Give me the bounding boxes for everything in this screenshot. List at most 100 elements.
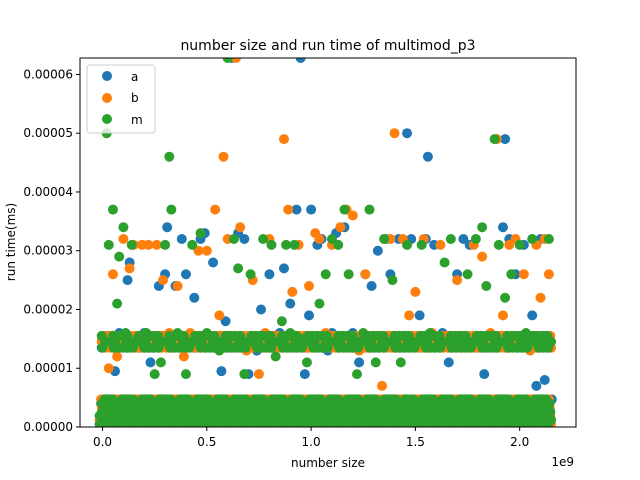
data-point-a: [256, 304, 267, 315]
data-point-a: [145, 357, 156, 368]
data-point-m: [266, 239, 277, 250]
data-point-b: [107, 269, 118, 280]
chart-title: number size and run time of multimod_p3: [180, 38, 475, 54]
data-point-a: [264, 269, 275, 280]
data-point-m: [506, 269, 517, 280]
data-point-b: [210, 204, 221, 215]
data-point-b: [214, 310, 225, 321]
data-point-m: [120, 327, 131, 338]
data-point-a: [291, 204, 302, 215]
data-point-m: [314, 298, 325, 309]
cluster-point-m: [153, 330, 164, 341]
data-point-b: [278, 134, 289, 145]
data-point-m: [339, 204, 350, 215]
data-point-b: [172, 280, 183, 291]
data-point-m: [343, 269, 354, 280]
data-point-m: [195, 228, 206, 239]
data-point-m: [141, 327, 152, 338]
data-point-a: [414, 310, 425, 321]
data-point-m: [470, 233, 481, 244]
data-point-b: [231, 58, 242, 63]
data-point-m: [514, 239, 525, 250]
data-point-m: [166, 204, 177, 215]
data-point-b: [201, 245, 212, 256]
data-point-a: [304, 310, 315, 321]
cluster-point-m: [321, 330, 332, 341]
x-tick-label: 2.0: [510, 435, 529, 449]
legend-label-a: a: [131, 70, 138, 84]
data-point-b: [452, 275, 463, 286]
y-tick-label: 0.00000: [23, 420, 73, 434]
data-point-m: [395, 357, 406, 368]
data-point-m: [208, 333, 219, 344]
data-point-m: [285, 327, 296, 338]
data-point-b: [404, 310, 415, 321]
data-point-m: [439, 257, 450, 268]
data-point-m: [539, 333, 550, 344]
data-point-m: [180, 369, 191, 380]
legend-label-m: m: [131, 113, 143, 127]
cluster-point-m: [96, 330, 107, 341]
points-layer: [94, 58, 557, 427]
data-point-a: [527, 310, 538, 321]
data-point-b: [535, 292, 546, 303]
data-point-b: [314, 233, 325, 244]
y-tick-label: 0.00002: [23, 302, 73, 316]
data-point-b: [410, 286, 421, 297]
data-point-m: [416, 239, 427, 250]
data-point-b: [504, 239, 515, 250]
data-point-a: [479, 369, 490, 380]
data-point-m: [276, 316, 287, 327]
data-point-a: [189, 292, 200, 303]
data-point-m: [149, 369, 160, 380]
data-point-m: [370, 357, 381, 368]
cluster-point-m: [490, 330, 501, 341]
data-point-b: [304, 280, 315, 291]
data-point-m: [326, 233, 337, 244]
data-point-m: [379, 233, 390, 244]
data-point-m: [481, 280, 492, 291]
data-point-m: [281, 239, 292, 250]
data-point-a: [539, 374, 550, 385]
data-point-m: [239, 369, 250, 380]
x-tick-label: 0.0: [93, 435, 112, 449]
data-point-b: [218, 151, 229, 162]
data-point-a: [176, 233, 187, 244]
legend-label-b: b: [131, 91, 139, 105]
data-point-m: [433, 333, 444, 344]
data-point-a: [354, 357, 365, 368]
data-point-a: [500, 134, 511, 145]
data-point-m: [214, 345, 225, 356]
data-point-m: [462, 269, 473, 280]
data-point-b: [178, 351, 189, 362]
data-point-m: [222, 58, 233, 63]
data-point-a: [295, 58, 306, 63]
cluster-point-m: [235, 330, 246, 341]
data-point-a: [306, 204, 317, 215]
data-point-b: [477, 251, 488, 262]
data-point-m: [155, 357, 166, 368]
legend-marker-m: [102, 114, 112, 124]
legend-marker-a: [102, 71, 112, 81]
data-point-b: [360, 269, 371, 280]
data-point-b: [518, 269, 529, 280]
data-point-a: [497, 222, 508, 233]
data-point-m: [408, 339, 419, 350]
data-point-a: [458, 233, 469, 244]
data-point-b: [158, 275, 169, 286]
data-point-m: [114, 251, 125, 262]
data-point-m: [351, 369, 362, 380]
data-point-b: [118, 233, 129, 244]
data-point-m: [118, 222, 129, 233]
data-point-a: [208, 257, 219, 268]
data-point-a: [162, 222, 173, 233]
data-point-b: [435, 239, 446, 250]
data-point-b: [389, 128, 400, 139]
data-point-m: [301, 357, 312, 368]
data-point-a: [422, 151, 433, 162]
data-point-a: [239, 233, 250, 244]
data-point-m: [445, 233, 456, 244]
legend-box: [86, 64, 156, 134]
x-axis-ticks: 0.0 0.5 1.0 1.5 2.0: [93, 427, 529, 449]
